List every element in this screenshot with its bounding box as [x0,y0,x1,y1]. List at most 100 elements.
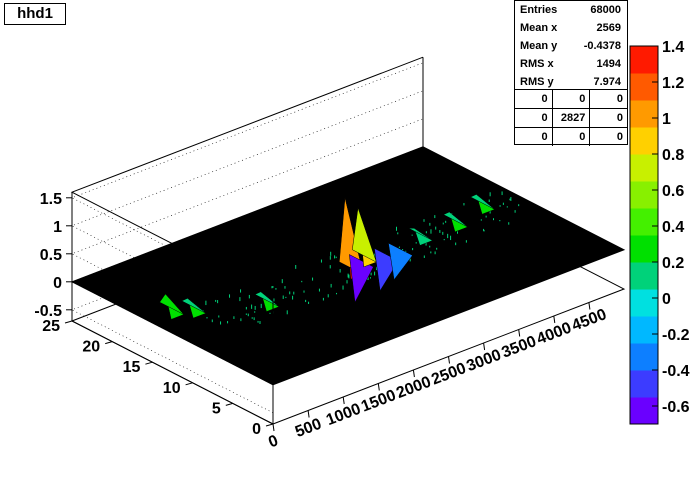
cell-row: 0 2827 0 [515,109,627,128]
cell: 0 [616,112,624,124]
palette-tick-label: -0.2 [662,327,690,344]
x-tick [483,342,486,351]
z-tick-label: 1 [53,219,62,236]
cell: 0 [616,131,624,143]
peak-side [442,211,468,228]
palette-tick-label: 1 [662,111,671,128]
cell-row: 0 0 0 [515,90,627,109]
stat-label: Mean y [520,40,558,52]
x-tick-label: 3500 [499,333,538,362]
palette-tick-label: 1.2 [662,75,684,92]
y-tick [105,341,113,345]
x-tick-label: 4000 [535,319,574,348]
x-tick-label: 1500 [359,387,398,416]
z-tick-label: -0.5 [34,303,62,320]
cell: 0 [553,128,591,146]
frame-floor-y-edge [71,320,274,425]
overflow-cells: 0 0 0 0 2827 0 0 0 0 [515,89,627,146]
stats-box: Entries 68000 Mean x 2569 Mean y -0.4378… [514,0,628,146]
x-tick [588,302,591,310]
palette-swatch [630,127,658,155]
peak-side [159,293,184,315]
stat-value: 68000 [590,4,621,16]
palette-swatch [630,397,658,425]
z-tick-label: 0 [53,275,62,292]
stat-label: RMS x [520,58,554,70]
palette-tick-label: 0.6 [662,183,684,200]
palette-tick-label: 0 [662,291,671,308]
palette-swatch [630,46,658,74]
palette-tick-label: 1.4 [662,39,684,56]
palette-swatch [630,235,658,263]
x-tick-label: 4500 [570,306,609,335]
stat-value: 1494 [596,58,621,70]
stat-label: Entries [520,4,558,16]
x-tick-label: 2000 [394,373,433,402]
cell: 0 [515,90,553,108]
cell: 2827 [553,109,591,127]
palette-swatch [630,289,658,317]
histogram-title: hhd1 [4,3,66,25]
y-tick-label: 10 [163,380,181,397]
y-tick [185,382,193,386]
palette-swatch [630,370,658,398]
peak-side [470,194,495,210]
palette-tick-label: -0.4 [662,363,690,380]
y-tick [265,423,274,427]
x-tick [342,396,345,405]
z-gridline [71,90,424,330]
x-tick [448,356,450,364]
stat-rms-x: RMS x 1494 [515,55,627,73]
y-tick-label: 15 [123,359,141,376]
palette-swatch [630,316,658,344]
peak-side [348,254,374,304]
palette-swatch [630,100,658,128]
stat-label: Mean x [520,22,558,34]
stat-label: RMS y [520,76,554,88]
peak-side [408,227,433,241]
palette-swatch [630,181,658,209]
stat-rms-y: RMS y 7.974 [515,73,627,91]
y-tick-label: 20 [82,339,100,356]
cell: 0 [553,90,591,108]
palette-swatch [630,73,658,101]
stat-value: 2569 [596,22,621,34]
stat-value: -0.4378 [583,40,621,52]
stat-mean-x: Mean x 2569 [515,19,627,37]
y-tick-label: 0 [252,421,261,438]
palette-swatch [630,208,658,236]
palette-tick-label: 0.4 [662,219,684,236]
x-tick [412,369,415,378]
x-tick [518,329,521,337]
stat-value: 7.974 [593,76,621,88]
peak-side [388,242,413,281]
y-axis: 0 5 10 15 20 25 [42,318,274,438]
peak-side [181,298,207,314]
stat-mean-y: Mean y -0.4378 [515,37,627,55]
x-tick [272,423,275,432]
y-tick-label: 5 [212,400,221,417]
palette-swatch [630,262,658,290]
y-tick [64,320,73,324]
cell-row: 0 0 0 [515,128,627,146]
z-tick-label: 0.5 [40,247,62,264]
surface-peaks [159,193,496,320]
x-tick-label: 3000 [464,346,503,375]
palette-swatch [630,154,658,182]
z-tick-label: 1.5 [40,191,62,208]
plot-front-frame [71,185,626,425]
y-tick [225,402,233,406]
x-tick [553,315,556,324]
x-tick-label: 0 [266,432,280,451]
palette-border [629,45,659,425]
palette-tick-label: -0.6 [662,399,690,416]
palette-tick-label: 0.2 [662,255,684,272]
palette-swatch [630,343,658,371]
x-tick-label: 2500 [429,360,468,389]
x-tick-label: 1000 [324,400,363,429]
x-tick-label: 500 [293,416,324,441]
palette-tick-label: 0.8 [662,147,684,164]
peak-side [352,207,377,263]
